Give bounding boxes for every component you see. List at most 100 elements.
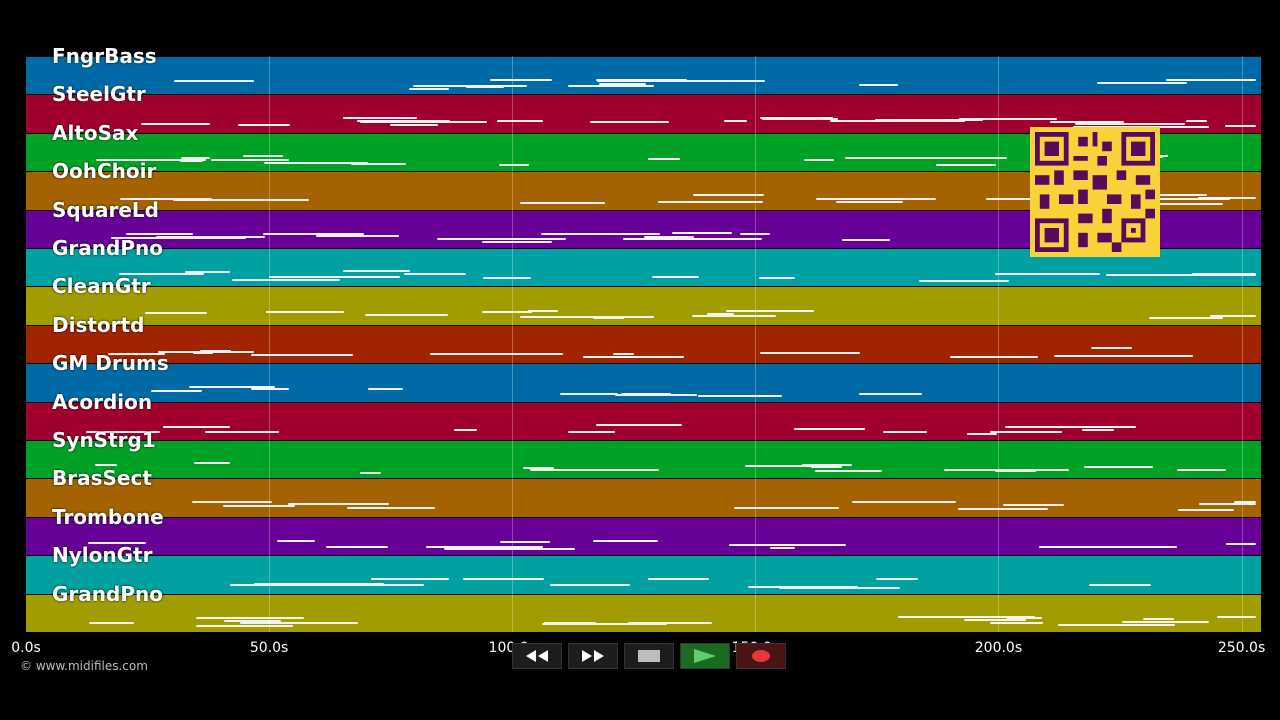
note-mark bbox=[672, 231, 733, 234]
note-mark bbox=[628, 622, 713, 625]
note-mark bbox=[482, 310, 532, 313]
track-label: SynStrg1 bbox=[52, 428, 156, 452]
qr-code-icon bbox=[1035, 132, 1155, 252]
note-mark bbox=[882, 430, 928, 433]
grid-line bbox=[755, 56, 757, 632]
note-mark bbox=[816, 197, 936, 200]
note-mark bbox=[761, 117, 838, 120]
time-tick-label: 50.0s bbox=[249, 640, 289, 656]
transport-controls bbox=[512, 643, 786, 671]
note-mark bbox=[162, 426, 231, 429]
note-mark bbox=[1173, 274, 1256, 277]
track-row[interactable] bbox=[26, 440, 1261, 479]
note-mark bbox=[1137, 203, 1224, 206]
note-mark bbox=[793, 428, 866, 431]
note-mark bbox=[1199, 502, 1256, 505]
note-mark bbox=[453, 428, 478, 431]
track-row[interactable] bbox=[26, 516, 1261, 556]
note-mark bbox=[482, 277, 531, 280]
track-label: GM Drums bbox=[52, 351, 169, 376]
note-mark bbox=[346, 506, 435, 509]
note-mark bbox=[499, 163, 529, 166]
note-mark bbox=[444, 548, 575, 551]
track-label: Distortd bbox=[52, 312, 145, 337]
note-mark bbox=[874, 119, 984, 122]
note-mark bbox=[342, 270, 410, 273]
note-mark bbox=[365, 314, 448, 317]
copyright-credit: © www.midifiles.com bbox=[20, 659, 148, 673]
qr-code[interactable] bbox=[1030, 127, 1160, 257]
note-mark bbox=[350, 162, 407, 165]
note-mark bbox=[1217, 616, 1256, 619]
note-mark bbox=[989, 622, 1044, 625]
note-mark bbox=[235, 505, 295, 508]
note-mark bbox=[949, 355, 1039, 358]
note-mark bbox=[1198, 197, 1256, 200]
note-mark bbox=[568, 84, 655, 87]
note-mark bbox=[527, 309, 559, 312]
note-mark bbox=[814, 470, 883, 473]
rewind-button[interactable] bbox=[512, 643, 562, 669]
note-mark bbox=[95, 159, 207, 162]
time-tick-label: 200.0s bbox=[974, 640, 1023, 656]
note-mark bbox=[897, 615, 1036, 618]
grid-line bbox=[998, 56, 1000, 632]
note-mark bbox=[94, 463, 118, 466]
note-mark bbox=[309, 584, 424, 587]
note-mark bbox=[876, 577, 918, 580]
note-mark bbox=[237, 124, 291, 127]
track-label: Acordion bbox=[52, 389, 153, 414]
note-mark bbox=[158, 350, 255, 353]
record-button[interactable] bbox=[736, 643, 786, 669]
note-mark bbox=[490, 78, 553, 81]
note-mark bbox=[500, 541, 551, 544]
note-mark bbox=[371, 577, 450, 580]
note-mark bbox=[935, 164, 997, 167]
note-mark bbox=[728, 544, 847, 547]
note-mark bbox=[326, 545, 388, 548]
note-mark bbox=[389, 123, 439, 126]
note-mark bbox=[126, 233, 194, 236]
note-mark bbox=[595, 423, 682, 426]
track-row[interactable] bbox=[26, 478, 1261, 517]
note-mark bbox=[408, 87, 450, 90]
track-label: NylonGtr bbox=[52, 543, 153, 568]
track-row[interactable] bbox=[26, 555, 1261, 594]
note-mark bbox=[1142, 617, 1175, 620]
note-mark bbox=[622, 238, 762, 241]
note-mark bbox=[1002, 504, 1064, 507]
note-mark bbox=[647, 578, 709, 581]
time-tick-label: 0.0s bbox=[11, 640, 41, 656]
note-mark bbox=[357, 120, 450, 123]
note-mark bbox=[228, 617, 263, 620]
note-mark bbox=[425, 546, 543, 549]
note-mark bbox=[251, 388, 290, 391]
note-mark bbox=[1088, 583, 1152, 586]
note-mark bbox=[1185, 119, 1207, 122]
note-mark bbox=[647, 158, 676, 161]
track-row[interactable] bbox=[26, 94, 1261, 133]
track-row[interactable] bbox=[26, 56, 1261, 95]
play-button[interactable] bbox=[680, 643, 730, 669]
stop-icon bbox=[638, 650, 660, 662]
note-mark bbox=[151, 390, 203, 393]
note-mark bbox=[958, 508, 1049, 511]
track-row[interactable] bbox=[26, 286, 1261, 325]
note-mark bbox=[723, 119, 747, 122]
note-mark bbox=[698, 394, 782, 397]
note-mark bbox=[254, 582, 384, 585]
fast-forward-button[interactable] bbox=[568, 643, 618, 669]
track-row[interactable] bbox=[26, 401, 1261, 440]
note-mark bbox=[1165, 79, 1256, 82]
note-mark bbox=[239, 622, 358, 625]
note-mark bbox=[739, 233, 770, 236]
note-mark bbox=[89, 621, 134, 624]
note-mark bbox=[1191, 273, 1256, 276]
note-mark bbox=[181, 156, 210, 159]
note-mark bbox=[994, 272, 1100, 275]
note-mark bbox=[613, 352, 634, 355]
note-mark bbox=[223, 619, 282, 622]
note-mark bbox=[985, 197, 1067, 200]
note-mark bbox=[1053, 355, 1194, 358]
stop-button[interactable] bbox=[624, 643, 674, 669]
